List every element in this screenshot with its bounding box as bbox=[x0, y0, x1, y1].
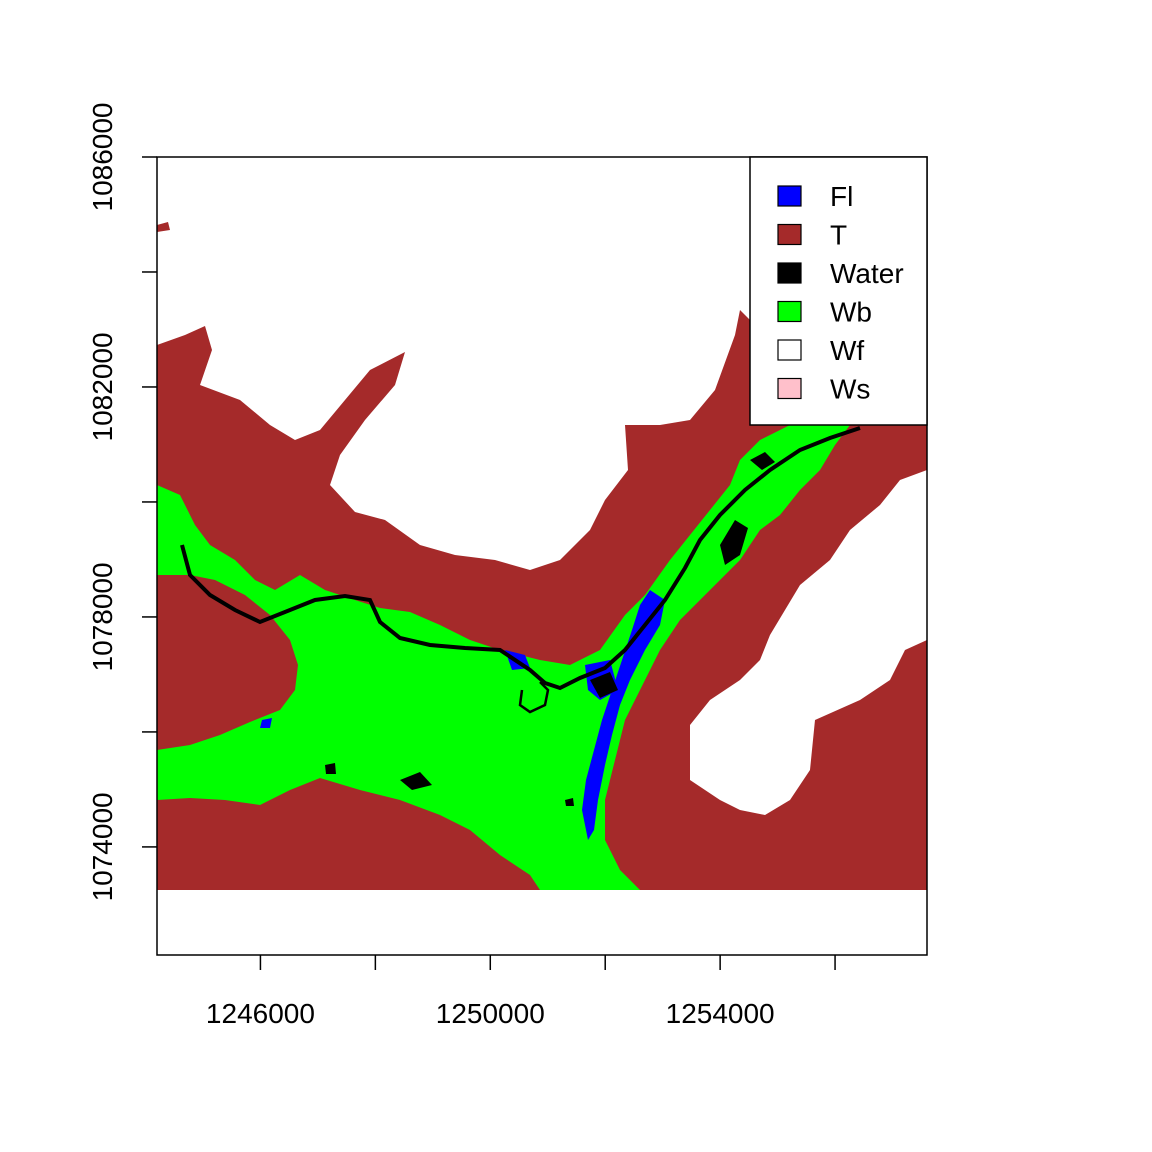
legend-swatch bbox=[777, 262, 802, 284]
legend-label: Ws bbox=[830, 374, 870, 405]
legend-label: Wb bbox=[830, 297, 872, 328]
water-body bbox=[325, 763, 336, 774]
legend: Fl T Water Wb Wf Ws bbox=[749, 156, 928, 426]
axes: 1246000 1250000 1254000 1074000 1078000 10820… bbox=[87, 102, 836, 1029]
legend-swatch bbox=[777, 300, 802, 323]
legend-swatch bbox=[777, 339, 802, 361]
legend-swatch bbox=[777, 223, 802, 246]
water-body bbox=[400, 772, 432, 790]
plot-frame bbox=[156, 156, 928, 956]
legend-label: Fl bbox=[830, 181, 853, 212]
legend-swatch bbox=[777, 377, 802, 400]
water-body bbox=[720, 520, 748, 565]
water-body bbox=[750, 452, 775, 470]
x-tick-label: 1250000 bbox=[436, 998, 545, 1029]
y-tick-label: 1082000 bbox=[87, 332, 118, 441]
y-tick-label: 1074000 bbox=[87, 792, 118, 901]
terrain-patch bbox=[157, 222, 170, 232]
legend-label: Wf bbox=[830, 335, 864, 366]
flooded-fl-patch bbox=[260, 718, 272, 728]
y-tick-label: 1078000 bbox=[87, 562, 118, 671]
river-channel bbox=[180, 426, 861, 691]
x-tick-label: 1254000 bbox=[666, 998, 775, 1029]
legend-label: Water bbox=[830, 258, 904, 289]
river-loop bbox=[518, 681, 550, 714]
legend-swatch bbox=[777, 185, 802, 207]
x-tick-label: 1246000 bbox=[206, 998, 315, 1029]
y-tick-label: 1086000 bbox=[87, 102, 118, 211]
water-body bbox=[590, 672, 618, 698]
flooded-fl-region bbox=[582, 590, 665, 840]
water-body bbox=[565, 798, 574, 806]
legend-label: T bbox=[830, 220, 847, 251]
